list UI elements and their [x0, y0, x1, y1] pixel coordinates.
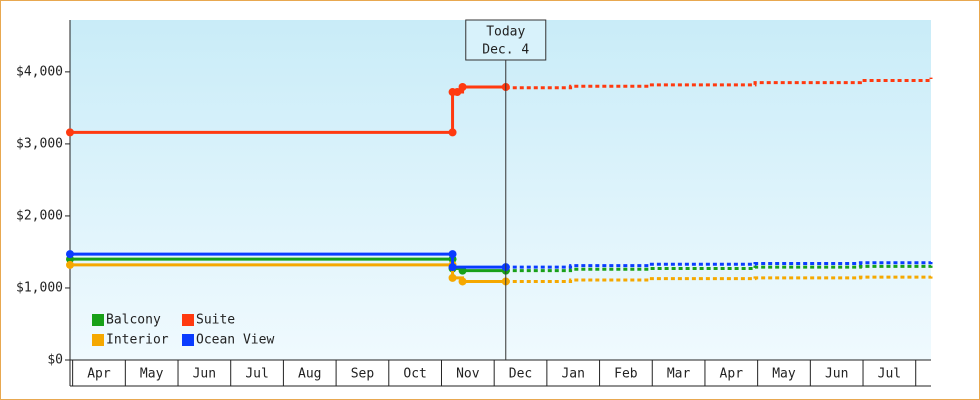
x-tick-label: Jun	[825, 367, 848, 382]
today-box	[465, 19, 547, 61]
x-tick-label: Oct	[403, 367, 426, 382]
legend-label: Suite	[196, 313, 235, 328]
legend-label: Balcony	[106, 313, 161, 328]
legend-label: Interior	[106, 333, 169, 348]
legend-swatch	[92, 314, 104, 326]
x-tick-label: May	[772, 367, 796, 382]
legend-swatch	[92, 334, 104, 346]
forecast-line	[505, 275, 933, 283]
price-point	[458, 266, 467, 275]
y-tick-label: $1,000	[16, 280, 63, 295]
x-tick-label: Apr	[87, 367, 111, 382]
x-tick-label: Dec	[509, 367, 532, 382]
x-tick-label: Jul	[878, 367, 901, 382]
x-tick-label: Sep	[351, 367, 375, 382]
legend-label: Ocean View	[196, 333, 274, 348]
x-tick-label: Apr	[720, 367, 744, 382]
x-tick-label: Jan	[561, 367, 584, 382]
y-tick-label: $2,000	[16, 208, 63, 223]
plot-area	[70, 20, 931, 360]
price-line	[70, 252, 506, 269]
forecast-line	[505, 261, 933, 269]
x-tick-label: Aug	[298, 367, 321, 382]
price-point	[448, 273, 457, 282]
today-date: Dec. 4	[482, 43, 529, 58]
price-point	[448, 128, 457, 137]
price-point	[458, 82, 467, 91]
x-tick-label: Jul	[245, 367, 268, 382]
forecast-line	[505, 264, 933, 273]
forecast-line	[505, 77, 933, 90]
legend-swatch	[182, 334, 194, 346]
price-point	[448, 263, 457, 272]
legend-swatch	[182, 314, 194, 326]
price-point	[66, 260, 74, 269]
y-tick-label: $4,000	[16, 64, 63, 79]
price-point	[458, 277, 467, 286]
price-point	[66, 250, 74, 259]
price-point	[448, 250, 457, 259]
x-tick-label: Jun	[193, 367, 216, 382]
price-point	[66, 128, 74, 137]
y-tick-label: $3,000	[16, 136, 63, 151]
price-point	[453, 88, 462, 97]
x-tick-label: Feb	[614, 367, 638, 382]
x-tick-label: Mar	[667, 367, 691, 382]
y-tick-label: $0	[47, 353, 63, 368]
x-tick-label: May	[140, 367, 164, 382]
price-line	[70, 263, 506, 283]
today-label: Today	[486, 25, 525, 40]
x-tick-label: Nov	[456, 367, 480, 382]
